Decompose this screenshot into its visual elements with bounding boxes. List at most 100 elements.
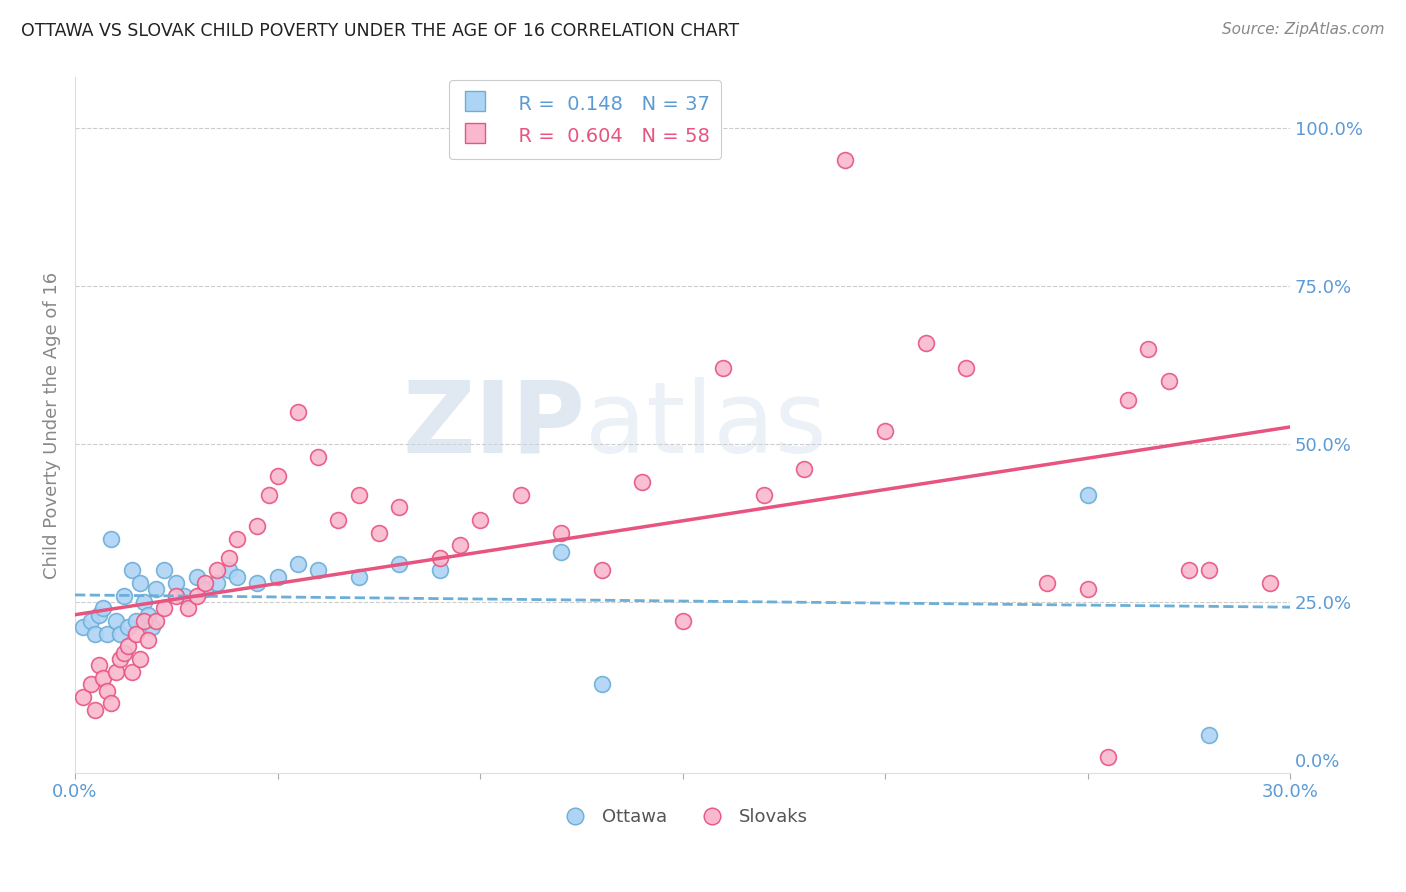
- Point: [468, 513, 491, 527]
- Point: [72, 690, 94, 704]
- Y-axis label: Child Poverty Under the Age of 16: Child Poverty Under the Age of 16: [44, 271, 60, 579]
- Point: [205, 576, 228, 591]
- Point: [104, 614, 127, 628]
- Point: [328, 513, 350, 527]
- Point: [121, 665, 143, 679]
- Point: [1157, 374, 1180, 388]
- Point: [591, 564, 613, 578]
- Point: [93, 671, 115, 685]
- Point: [194, 582, 217, 597]
- Point: [145, 614, 167, 628]
- Point: [367, 525, 389, 540]
- Point: [631, 475, 654, 489]
- Point: [1177, 564, 1199, 578]
- Point: [84, 702, 107, 716]
- Point: [112, 589, 135, 603]
- Point: [125, 614, 148, 628]
- Point: [177, 601, 200, 615]
- Point: [429, 564, 451, 578]
- Point: [388, 500, 411, 515]
- Point: [84, 626, 107, 640]
- Point: [165, 576, 187, 591]
- Legend: Ottawa, Slovaks: Ottawa, Slovaks: [550, 801, 815, 833]
- Text: Source: ZipAtlas.com: Source: ZipAtlas.com: [1222, 22, 1385, 37]
- Text: OTTAWA VS SLOVAK CHILD POVERTY UNDER THE AGE OF 16 CORRELATION CHART: OTTAWA VS SLOVAK CHILD POVERTY UNDER THE…: [21, 22, 740, 40]
- Point: [153, 564, 176, 578]
- Point: [509, 488, 531, 502]
- Point: [128, 576, 150, 591]
- Point: [165, 589, 187, 603]
- Point: [307, 450, 329, 464]
- Point: [117, 620, 139, 634]
- Point: [136, 607, 159, 622]
- Point: [218, 550, 240, 565]
- Point: [80, 614, 103, 628]
- Point: [449, 538, 471, 552]
- Point: [752, 488, 775, 502]
- Point: [153, 601, 176, 615]
- Point: [108, 626, 131, 640]
- Point: [226, 532, 249, 546]
- Point: [591, 677, 613, 691]
- Point: [173, 589, 195, 603]
- Point: [1258, 576, 1281, 591]
- Point: [186, 570, 208, 584]
- Point: [136, 632, 159, 647]
- Point: [429, 550, 451, 565]
- Point: [347, 488, 370, 502]
- Point: [287, 405, 309, 419]
- Point: [834, 153, 856, 167]
- Point: [1198, 728, 1220, 742]
- Point: [100, 532, 122, 546]
- Point: [793, 462, 815, 476]
- Point: [873, 425, 896, 439]
- Point: [1198, 564, 1220, 578]
- Point: [194, 576, 217, 591]
- Point: [108, 652, 131, 666]
- Point: [1097, 750, 1119, 764]
- Point: [266, 570, 288, 584]
- Point: [246, 519, 269, 533]
- Point: [72, 620, 94, 634]
- Point: [125, 626, 148, 640]
- Point: [955, 361, 977, 376]
- Point: [1137, 343, 1160, 357]
- Point: [550, 544, 572, 558]
- Point: [186, 589, 208, 603]
- Point: [246, 576, 269, 591]
- Point: [205, 564, 228, 578]
- Point: [914, 335, 936, 350]
- Point: [1076, 582, 1098, 597]
- Point: [128, 652, 150, 666]
- Text: atlas: atlas: [585, 376, 827, 474]
- Point: [89, 607, 111, 622]
- Point: [96, 683, 118, 698]
- Point: [132, 614, 155, 628]
- Point: [671, 614, 693, 628]
- Point: [96, 626, 118, 640]
- Point: [141, 620, 163, 634]
- Point: [307, 564, 329, 578]
- Point: [1116, 392, 1139, 407]
- Point: [89, 658, 111, 673]
- Point: [80, 677, 103, 691]
- Point: [100, 696, 122, 710]
- Point: [266, 468, 288, 483]
- Point: [112, 646, 135, 660]
- Point: [388, 557, 411, 571]
- Point: [93, 601, 115, 615]
- Point: [347, 570, 370, 584]
- Point: [550, 525, 572, 540]
- Point: [145, 582, 167, 597]
- Point: [218, 564, 240, 578]
- Point: [117, 640, 139, 654]
- Point: [287, 557, 309, 571]
- Point: [226, 570, 249, 584]
- Point: [259, 488, 281, 502]
- Point: [711, 361, 734, 376]
- Point: [1076, 488, 1098, 502]
- Point: [132, 595, 155, 609]
- Point: [121, 564, 143, 578]
- Text: ZIP: ZIP: [402, 376, 585, 474]
- Point: [1036, 576, 1059, 591]
